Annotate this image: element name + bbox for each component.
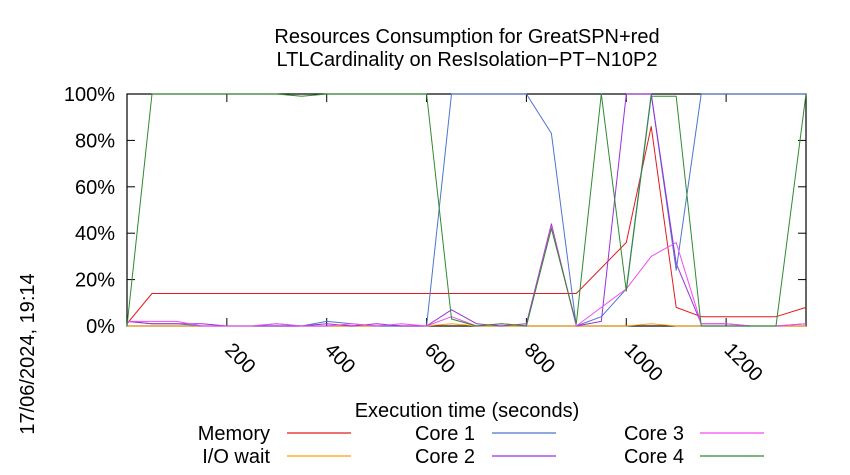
legend-label: I/O wait <box>202 446 270 468</box>
x-axis-label: Execution time (seconds) <box>355 400 580 422</box>
x-tick-label: 800 <box>520 339 559 378</box>
legend-label: Core 3 <box>624 423 684 445</box>
y-tick-label: 0% <box>86 316 115 338</box>
y-tick-label: 20% <box>75 270 115 292</box>
legend-label: Core 4 <box>624 446 684 468</box>
series-line-core-1 <box>126 93 806 327</box>
legend-label: Core 2 <box>415 446 475 468</box>
y-tick-label: 60% <box>75 177 115 199</box>
series-line-core-2 <box>126 93 807 327</box>
x-tick-label: 1200 <box>720 339 767 386</box>
series-line-core-4 <box>126 93 807 327</box>
x-tick-label: 600 <box>420 339 459 378</box>
x-tick-label: 1000 <box>620 339 667 386</box>
y-tick-label: 100% <box>64 84 115 106</box>
plot-border <box>126 93 807 327</box>
timestamp-label: 17/06/2024, 19:14 <box>17 273 39 434</box>
x-tick-label: 200 <box>220 339 259 378</box>
y-tick-label: 80% <box>75 130 115 152</box>
chart-title: Resources Consumption for GreatSPN+red L… <box>274 26 659 71</box>
legend-label: Memory <box>198 423 270 445</box>
x-tick-label: 400 <box>320 339 359 378</box>
y-tick-label: 40% <box>75 223 115 245</box>
plot-axes: 0% 20% 40% 60% 80% 100% 200 400 600 800 1000 1200 <box>64 84 807 386</box>
legend-label: Core 1 <box>415 423 475 445</box>
series-line-core-3 <box>127 225 807 327</box>
series-line-memory <box>126 126 807 325</box>
chart-title-line-1: Resources Consumption for GreatSPN+red <box>274 26 659 48</box>
series-layer <box>126 93 807 327</box>
chart-title-line-2: LTLCardinality on ResIsolation−PT−N10P2 <box>277 49 658 71</box>
